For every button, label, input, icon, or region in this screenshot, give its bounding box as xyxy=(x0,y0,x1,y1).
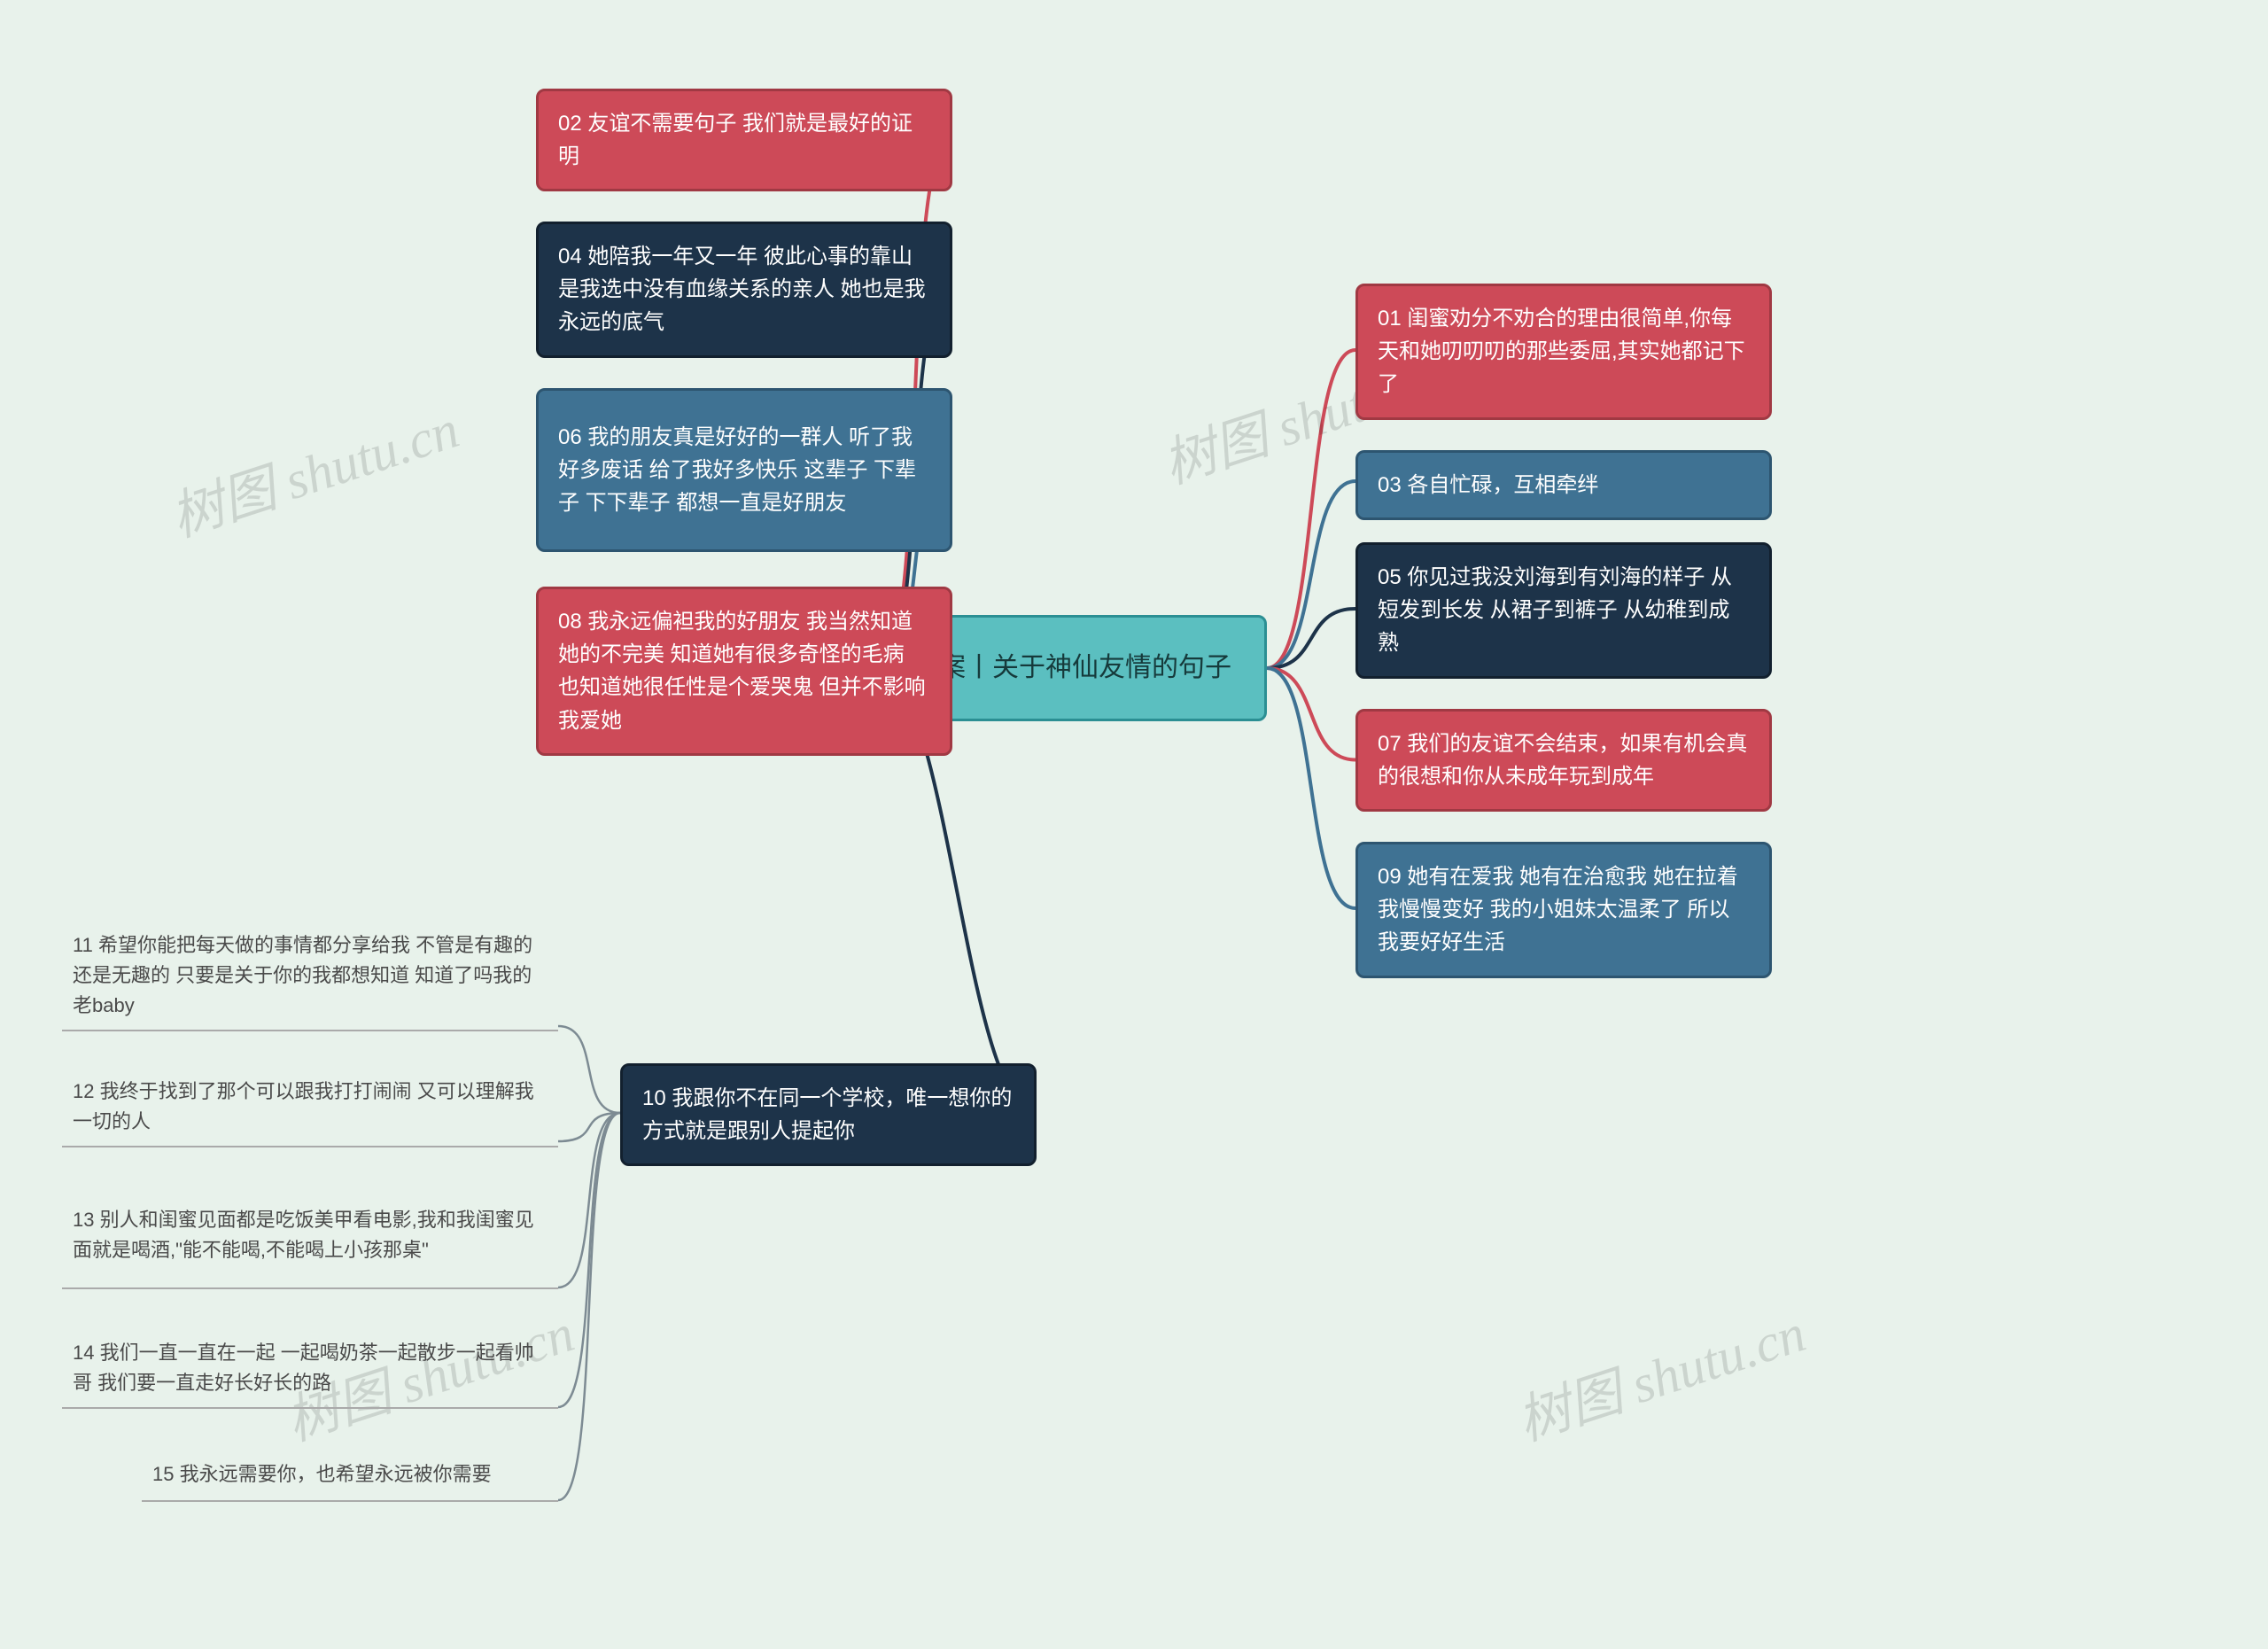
node-n15[interactable]: 15 我永远需要你，也希望永远被你需要 xyxy=(142,1449,558,1502)
node-label: 04 她陪我一年又一年 彼此心事的靠山 是我选中没有血缘关系的亲人 她也是我永远… xyxy=(558,240,930,339)
node-n03[interactable]: 03 各自忙碌，互相牵绊 xyxy=(1355,450,1772,520)
node-label: 02 友谊不需要句子 我们就是最好的证明 xyxy=(558,107,930,173)
edge xyxy=(1267,668,1355,908)
edge xyxy=(1267,350,1355,668)
node-label: 14 我们一直一直在一起 一起喝奶茶一起散步一起看帅哥 我们要一直走好长好长的路 xyxy=(73,1338,548,1398)
node-label: 15 我永远需要你，也希望永远被你需要 xyxy=(152,1459,492,1490)
node-n08[interactable]: 08 我永远偏袒我的好朋友 我当然知道她的不完美 知道她有很多奇怪的毛病 也知道… xyxy=(536,587,952,756)
node-label: 13 别人和闺蜜见面都是吃饭美甲看电影,我和我闺蜜见面就是喝酒,"能不能喝,不能… xyxy=(73,1205,548,1265)
watermark: 树图 shutu.cn xyxy=(159,386,467,552)
node-label: 08 我永远偏袒我的好朋友 我当然知道她的不完美 知道她有很多奇怪的毛病 也知道… xyxy=(558,605,930,737)
node-label: 05 你见过我没刘海到有刘海的样子 从短发到长发 从裙子到裤子 从幼稚到成熟 xyxy=(1378,561,1750,660)
node-label: 11 希望你能把每天做的事情都分享给我 不管是有趣的还是无趣的 只要是关于你的我… xyxy=(73,930,548,1021)
edge xyxy=(558,1113,620,1500)
edge xyxy=(558,1113,620,1287)
node-n02[interactable]: 02 友谊不需要句子 我们就是最好的证明 xyxy=(536,89,952,191)
node-label: 10 我跟你不在同一个学校，唯一想你的方式就是跟别人提起你 xyxy=(642,1082,1014,1147)
node-label: 文案丨关于神仙友情的句子 xyxy=(913,648,1231,689)
edge xyxy=(1267,668,1355,760)
node-label: 07 我们的友谊不会结束，如果有机会真的很想和你从未成年玩到成年 xyxy=(1378,727,1750,793)
edge xyxy=(1267,481,1355,668)
watermark: 树图 shutu.cn xyxy=(1506,1290,1814,1456)
edge xyxy=(558,1026,620,1113)
node-n04[interactable]: 04 她陪我一年又一年 彼此心事的靠山 是我选中没有血缘关系的亲人 她也是我永远… xyxy=(536,222,952,358)
node-label: 12 我终于找到了那个可以跟我打打闹闹 又可以理解我一切的人 xyxy=(73,1077,548,1137)
node-label: 01 闺蜜劝分不劝合的理由很简单,你每天和她叨叨叨的那些委屈,其实她都记下了 xyxy=(1378,302,1750,401)
node-n12[interactable]: 12 我终于找到了那个可以跟我打打闹闹 又可以理解我一切的人 xyxy=(62,1068,558,1147)
node-n10[interactable]: 10 我跟你不在同一个学校，唯一想你的方式就是跟别人提起你 xyxy=(620,1063,1037,1166)
node-n14[interactable]: 14 我们一直一直在一起 一起喝奶茶一起散步一起看帅哥 我们要一直走好长好长的路 xyxy=(62,1329,558,1409)
node-n06[interactable]: 06 我的朋友真是好好的一群人 听了我好多废话 给了我好多快乐 这辈子 下辈子 … xyxy=(536,388,952,552)
node-n01[interactable]: 01 闺蜜劝分不劝合的理由很简单,你每天和她叨叨叨的那些委屈,其实她都记下了 xyxy=(1355,284,1772,420)
node-n09[interactable]: 09 她有在爱我 她有在治愈我 她在拉着我慢慢变好 我的小姐妹太温柔了 所以我要… xyxy=(1355,842,1772,978)
mindmap-canvas: 树图 shutu.cn树图 shutu.cn树图 shutu.cn树图 shut… xyxy=(0,0,2268,1649)
node-label: 09 她有在爱我 她有在治愈我 她在拉着我慢慢变好 我的小姐妹太温柔了 所以我要… xyxy=(1378,860,1750,960)
node-n05[interactable]: 05 你见过我没刘海到有刘海的样子 从短发到长发 从裙子到裤子 从幼稚到成熟 xyxy=(1355,542,1772,679)
edge xyxy=(558,1113,620,1141)
node-label: 03 各自忙碌，互相牵绊 xyxy=(1378,469,1598,502)
edge xyxy=(558,1113,620,1407)
edge xyxy=(1267,609,1355,668)
node-n07[interactable]: 07 我们的友谊不会结束，如果有机会真的很想和你从未成年玩到成年 xyxy=(1355,709,1772,812)
node-n13[interactable]: 13 别人和闺蜜见面都是吃饭美甲看电影,我和我闺蜜见面就是喝酒,"能不能喝,不能… xyxy=(62,1183,558,1289)
node-n11[interactable]: 11 希望你能把每天做的事情都分享给我 不管是有趣的还是无趣的 只要是关于你的我… xyxy=(62,922,558,1031)
node-label: 06 我的朋友真是好好的一群人 听了我好多废话 给了我好多快乐 这辈子 下辈子 … xyxy=(558,421,930,520)
